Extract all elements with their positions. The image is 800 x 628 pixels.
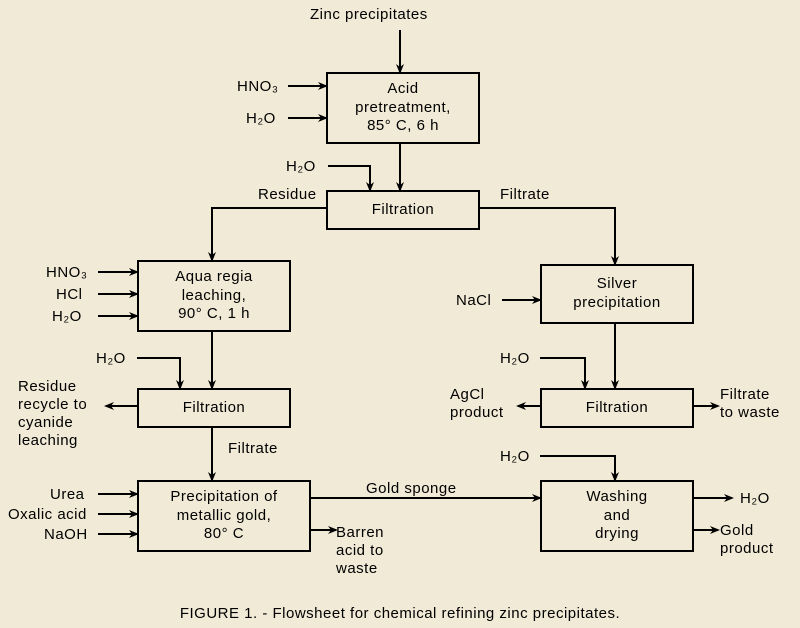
flow-label-nacl: NaCl bbox=[456, 292, 491, 310]
process-box-aqua-regia: Aqua regialeaching,90° C, 1 h bbox=[137, 260, 291, 332]
flow-label-residue: Residue bbox=[258, 186, 317, 204]
flow-label-filtrate2: Filtrate bbox=[228, 440, 278, 458]
flow-label-gold-prod: Goldproduct bbox=[720, 522, 774, 558]
flow-label-filtrate1: Filtrate bbox=[500, 186, 550, 204]
flow-label-agcl: AgClproduct bbox=[450, 386, 504, 422]
process-box-acid-pretreat: Acidpretreatment,85° C, 6 h bbox=[326, 72, 480, 144]
flow-label-h2o-4: H₂O bbox=[96, 350, 126, 368]
process-box-filtration3: Filtration bbox=[540, 388, 694, 428]
flow-label-naoh: NaOH bbox=[44, 526, 88, 544]
flow-label-urea: Urea bbox=[50, 486, 85, 504]
flow-label-h2o-3: H₂O bbox=[52, 308, 82, 326]
process-box-silver-precip: Silverprecipitation bbox=[540, 264, 694, 324]
start-label: Zinc precipitates bbox=[310, 6, 428, 24]
process-box-filtration2: Filtration bbox=[137, 388, 291, 428]
flow-label-h2o-5: H₂O bbox=[500, 350, 530, 368]
process-box-washing-drying: Washinganddrying bbox=[540, 480, 694, 552]
flow-label-h2o-2: H₂O bbox=[286, 158, 316, 176]
flowsheet-canvas: Zinc precipitates Acidpretreatment,85° C… bbox=[0, 0, 800, 628]
flow-label-h2o-1: H₂O bbox=[246, 110, 276, 128]
flow-label-oxalic: Oxalic acid bbox=[8, 506, 87, 524]
flow-label-barren: Barrenacid towaste bbox=[336, 524, 384, 578]
flow-label-residue-recycle: Residuerecycle tocyanideleaching bbox=[18, 378, 87, 450]
process-box-precip-gold: Precipitation ofmetallic gold,80° C bbox=[137, 480, 311, 552]
flow-label-filtrate-waste: Filtrateto waste bbox=[720, 386, 780, 422]
flow-label-h2o-6: H₂O bbox=[500, 448, 530, 466]
flow-label-hno3-1: HNO₃ bbox=[237, 78, 278, 96]
flow-label-h2o-out: H₂O bbox=[740, 490, 770, 508]
flow-label-hcl: HCl bbox=[56, 286, 83, 304]
flow-label-hno3-2: HNO₃ bbox=[46, 264, 87, 282]
flow-label-gold-sponge: Gold sponge bbox=[366, 480, 457, 498]
figure-caption: FIGURE 1. - Flowsheet for chemical refin… bbox=[0, 605, 800, 622]
process-box-filtration1: Filtration bbox=[326, 190, 480, 230]
